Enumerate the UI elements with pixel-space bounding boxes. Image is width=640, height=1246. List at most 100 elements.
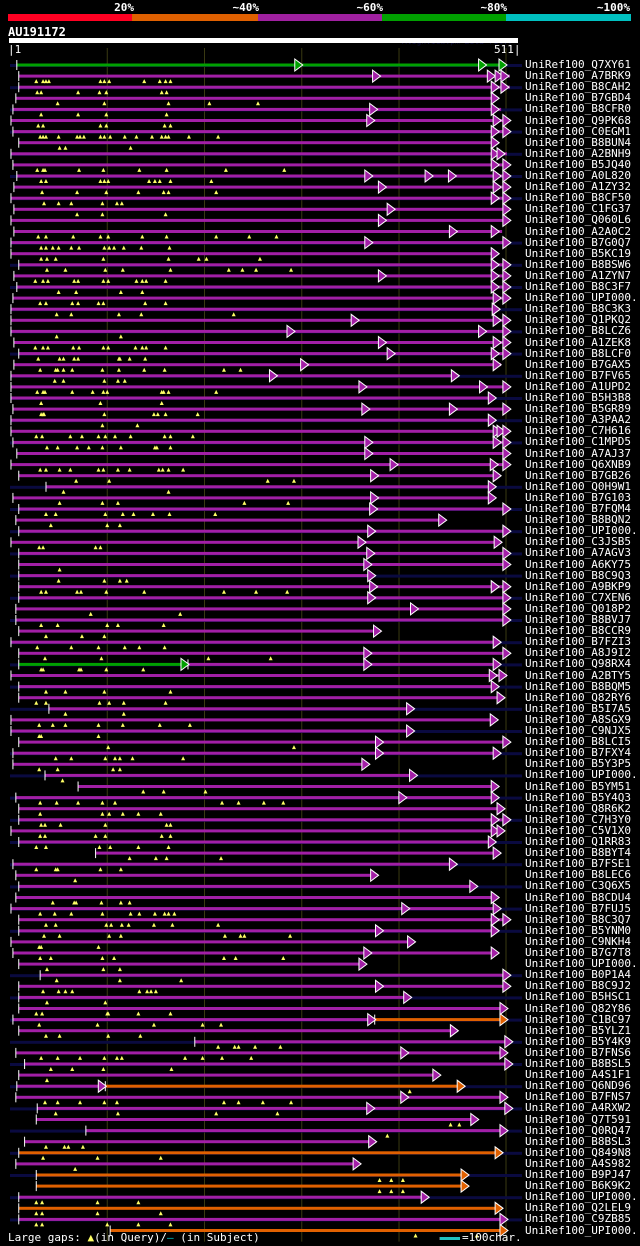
hit-label[interactable]: UniRef100_A7BRK9	[525, 69, 631, 83]
hit-label[interactable]: UniRef100_B7GAX5	[525, 357, 631, 371]
hit-label[interactable]: UniRef100_A2BTY5	[525, 668, 631, 682]
hit-label[interactable]: UniRef100_A0L820	[525, 169, 631, 182]
hit-label[interactable]: UniRef100_B8CDU4	[525, 890, 631, 904]
hit-label[interactable]: UniRef100_B7GBD4	[525, 91, 631, 105]
hit-label[interactable]: UniRef100_A7AJ37	[525, 446, 631, 460]
hit-label[interactable]: UniRef100_B5YNM0	[525, 923, 631, 937]
hit-label[interactable]: UniRef100_A1ZY32	[525, 180, 631, 194]
hit-label[interactable]: UniRef100_Q7XY61	[525, 58, 631, 71]
hit-label[interactable]: UniRef100_B5I7A5	[525, 701, 631, 715]
hit-label[interactable]: UniRef100_B5Y4Q3	[525, 790, 631, 804]
hit-label[interactable]: UniRef100_C7H3Y0	[525, 812, 631, 826]
hit-label[interactable]: UniRef100_B8BVJ7	[525, 613, 631, 626]
hit-label[interactable]: UniRef100_A9BKP9	[525, 579, 631, 593]
hit-label[interactable]: UniRef100_B5JQ40	[525, 157, 631, 171]
hit-label[interactable]: UniRef100_B9PJ47	[525, 1168, 631, 1181]
hit-label[interactable]: UniRef100_C3JSB5	[525, 535, 631, 549]
hit-label[interactable]: UniRef100_C7XEN6	[525, 590, 631, 604]
hit-label[interactable]: UniRef100_Q98RX4	[525, 657, 631, 671]
hit-label[interactable]: UniRef100_C7H616	[525, 424, 631, 438]
hit-label[interactable]: UniRef100_A4S982	[525, 1156, 631, 1170]
hit-label[interactable]: UniRef100_A8J9I2	[525, 646, 631, 660]
hit-label[interactable]: UniRef100_B7FZI3	[525, 635, 631, 649]
hit-label[interactable]: UniRef100_B5YLZ1	[525, 1023, 631, 1037]
hit-label[interactable]: UniRef100_UPI000..	[525, 1190, 640, 1204]
hit-label[interactable]: UniRef100_B7GB26	[525, 468, 631, 482]
hit-label[interactable]: UniRef100_Q82Y86	[525, 1001, 631, 1015]
hit-label[interactable]: UniRef100_B5GR89	[525, 402, 631, 416]
hit-label[interactable]: UniRef100_B0P1A4	[525, 968, 631, 982]
hit-label[interactable]: UniRef100_A8SGX9	[525, 712, 631, 726]
hit-label[interactable]: UniRef100_B6K9K2	[525, 1179, 631, 1193]
hit-label[interactable]: UniRef100_B8CF50	[525, 191, 631, 205]
hit-label[interactable]: UniRef100_B8CFR0	[525, 102, 631, 116]
hit-label[interactable]: UniRef100_C9NKH4	[525, 934, 631, 948]
hit-label[interactable]: UniRef100_B8C3F7	[525, 280, 631, 293]
hit-label[interactable]: UniRef100_B8BUN4	[525, 135, 631, 149]
hit-label[interactable]: UniRef100_B7G0Q7	[525, 235, 631, 249]
hit-label[interactable]: UniRef100_B7FNS6	[525, 1045, 631, 1059]
hit-label[interactable]: UniRef100_A4S1F1	[525, 1068, 631, 1082]
hit-label[interactable]: UniRef100_B8C3K3	[525, 302, 631, 316]
hit-label[interactable]: UniRef100_B5HSC1	[525, 990, 631, 1004]
hit-label[interactable]: UniRef100_A7AGV3	[525, 546, 631, 560]
hit-label[interactable]: UniRef100_Q018P2	[525, 601, 631, 615]
hit-label[interactable]: UniRef100_C1FG37	[525, 202, 631, 216]
hit-label[interactable]: UniRef100_B8BYT4	[525, 846, 631, 860]
hit-label[interactable]: UniRef100_B8C9Q3	[525, 568, 631, 582]
hit-label[interactable]: UniRef100_Q0H9W1	[525, 479, 631, 493]
hit-label[interactable]: UniRef100_C0EGM1	[525, 124, 631, 138]
hit-label[interactable]: UniRef100_Q8R6K2	[525, 801, 631, 815]
hit-label[interactable]: UniRef100_B7G7T8	[525, 946, 631, 959]
hit-label[interactable]: UniRef100_B5YM51	[525, 779, 631, 793]
hit-label[interactable]: UniRef100_Q849N8	[525, 1145, 631, 1159]
hit-label[interactable]: UniRef100_B7FNS7	[525, 1090, 631, 1104]
hit-label[interactable]: UniRef100_A2A0C2	[525, 224, 631, 238]
hit-label[interactable]: UniRef100_B8CAH2	[525, 80, 631, 94]
hit-label[interactable]: UniRef100_UPI000..	[525, 291, 640, 305]
hit-label[interactable]: UniRef100_Q6ND96	[525, 1079, 631, 1093]
hit-label[interactable]: UniRef100_B8BQN2	[525, 513, 631, 527]
hit-label[interactable]: UniRef100_C3Q6X5	[525, 879, 631, 893]
hit-label[interactable]: UniRef100_A1ZEK8	[525, 335, 631, 349]
hit-label[interactable]: UniRef100_B8BQM5	[525, 679, 631, 693]
hit-label[interactable]: UniRef100_C9ZB85	[525, 1212, 631, 1226]
hit-label[interactable]: UniRef100_B7FUJ5	[525, 901, 631, 915]
hit-label[interactable]: UniRef100_C1BC97	[525, 1012, 631, 1026]
hit-label[interactable]: UniRef100_C9NJX5	[525, 724, 631, 737]
hit-label[interactable]: UniRef100_Q0RQ47	[525, 1123, 631, 1137]
hit-label[interactable]: UniRef100_A3PAA2	[525, 413, 631, 427]
hit-label[interactable]: UniRef100_B8BSW6	[525, 257, 631, 271]
hit-label[interactable]: UniRef100_B8LCF0	[525, 346, 631, 360]
hit-label[interactable]: UniRef100_B7FV65	[525, 368, 631, 382]
hit-label[interactable]: UniRef100_A2BNH9	[525, 146, 631, 160]
hit-label[interactable]: UniRef100_Q6XNB9	[525, 457, 631, 471]
hit-label[interactable]: UniRef100_B7FSE1	[525, 857, 631, 871]
hit-label[interactable]: UniRef100_A4RXW2	[525, 1101, 631, 1115]
hit-label[interactable]: UniRef100_B7FXY4	[525, 746, 631, 760]
hit-label[interactable]: UniRef100_B8C9J2	[525, 979, 631, 993]
hit-label[interactable]: UniRef100_UPI000..	[525, 1223, 640, 1237]
hit-label[interactable]: UniRef100_A6KY75	[525, 557, 631, 571]
hit-label[interactable]: UniRef100_A1UPD2	[525, 379, 631, 393]
hit-label[interactable]: UniRef100_B5Y4K9	[525, 1034, 631, 1048]
hit-label[interactable]: UniRef100_Q7T591	[525, 1112, 631, 1126]
hit-label[interactable]: UniRef100_B8CCR9	[525, 624, 631, 638]
hit-label[interactable]: UniRef100_B8BSL5	[525, 1057, 631, 1070]
hit-label[interactable]: UniRef100_B8LCZ6	[525, 324, 631, 338]
hit-label[interactable]: UniRef100_B8LEC6	[525, 868, 631, 882]
hit-label[interactable]: UniRef100_Q060L6	[525, 213, 631, 227]
hit-label[interactable]: UniRef100_B5H3B8	[525, 391, 631, 404]
hit-label[interactable]: UniRef100_UPI000..	[525, 524, 640, 538]
hit-label[interactable]: UniRef100_UPI000..	[525, 768, 640, 782]
hit-label[interactable]: UniRef100_B5Y3P5	[525, 757, 631, 771]
hit-label[interactable]: UniRef100_Q1PKQ2	[525, 313, 631, 327]
hit-label[interactable]: UniRef100_C5V1X0	[525, 823, 631, 837]
hit-label[interactable]: UniRef100_B8LCI5	[525, 735, 631, 749]
hit-label[interactable]: UniRef100_Q9PK68	[525, 113, 631, 127]
hit-label[interactable]: UniRef100_UPI000..	[525, 957, 640, 971]
hit-label[interactable]: UniRef100_A1ZYN7	[525, 268, 631, 282]
hit-label[interactable]: UniRef100_B7G103	[525, 490, 631, 504]
hit-label[interactable]: UniRef100_B8BSL3	[525, 1134, 631, 1148]
hit-label[interactable]: UniRef100_Q1RR83	[525, 835, 631, 848]
